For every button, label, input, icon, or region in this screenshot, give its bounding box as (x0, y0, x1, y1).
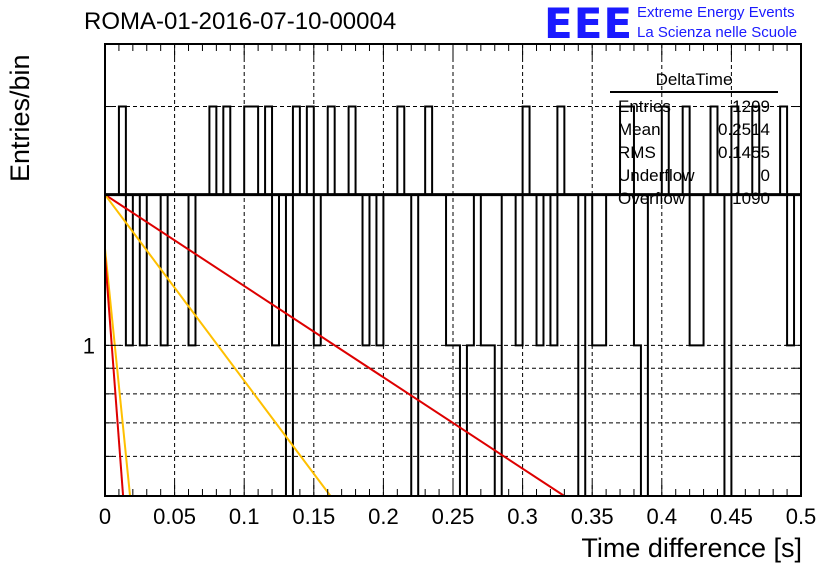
fit-line-red (104, 255, 125, 497)
x-tick-label: 0.4 (647, 504, 678, 529)
x-axis-label: Time difference [s] (581, 533, 802, 563)
logo-subtitle-line2: La Scienza nelle Scuole (637, 24, 798, 41)
logo-subtitle-line1: Extreme Energy Events (637, 4, 795, 21)
y-tick-label: 1 (83, 333, 95, 358)
x-tick-label: 0.1 (229, 504, 260, 529)
stats-label: Entries (618, 97, 671, 116)
fit-line-yellow (104, 194, 332, 497)
stats-row-entries: Entries 1299 (610, 95, 778, 118)
x-tick-label: 0.25 (432, 504, 475, 529)
stats-value: 0.1455 (718, 143, 770, 162)
eee-logo: EEE (544, 0, 634, 48)
stats-value: 0 (760, 166, 770, 185)
fit-line-red (104, 193, 565, 497)
fit-line-yellow (104, 248, 132, 497)
stats-box: DeltaTime Entries 1299 Mean 0.2514 RMS 0… (610, 70, 778, 210)
x-tick-label: 0.35 (571, 504, 614, 529)
stats-row-overflow: Overflow 1090 (610, 187, 778, 210)
stats-label: Mean (618, 120, 661, 139)
x-tick-label: 0.2 (368, 504, 399, 529)
x-tick-label: 0.15 (292, 504, 335, 529)
stats-label: Overflow (618, 189, 686, 208)
histogram-series (105, 105, 801, 497)
stats-value: 0.2514 (718, 120, 770, 139)
stats-row-underflow: Underflow 0 (610, 164, 778, 187)
x-tick-label: 0 (99, 504, 111, 529)
stats-row-rms: RMS 0.1455 (610, 141, 778, 164)
x-tick-label: 0.45 (710, 504, 753, 529)
stats-value: 1090 (732, 189, 770, 208)
x-tick-label: 0.05 (153, 504, 196, 529)
chart-title: ROMA-01-2016-07-10-00004 (84, 8, 397, 35)
stats-row-mean: Mean 0.2514 (610, 118, 778, 141)
stats-label: RMS (618, 143, 656, 162)
x-tick-label: 0.5 (786, 504, 817, 529)
stats-box-title: DeltaTime (610, 70, 778, 93)
y-axis-label: Entries/bin (5, 54, 35, 182)
stats-label: Underflow (618, 166, 695, 185)
x-tick-label: 0.3 (507, 504, 538, 529)
stats-value: 1299 (732, 97, 770, 116)
